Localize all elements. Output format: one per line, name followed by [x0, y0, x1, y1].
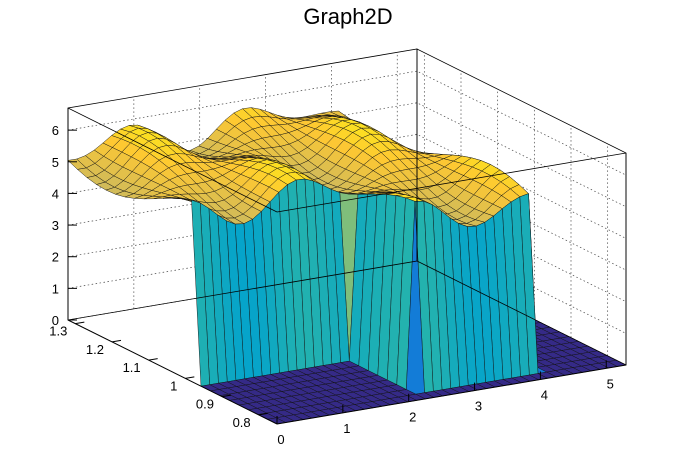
y-tick-label: 0.8 [233, 415, 251, 430]
z-tick-label: 2 [52, 250, 59, 265]
y-tick-label: 0.9 [196, 397, 214, 412]
z-tick-label: 5 [52, 155, 59, 170]
y-tick-label: 1.2 [86, 342, 104, 357]
x-tick-label: 4 [541, 387, 548, 402]
y-tick [148, 358, 158, 361]
y-tick-label: 1.3 [49, 324, 67, 339]
top-front-edge [276, 152, 627, 213]
y-tick [185, 376, 195, 379]
x-tick-label: 5 [607, 376, 614, 391]
x-axis-line [276, 364, 627, 425]
chart-title: Graph2D [303, 4, 393, 29]
y-tick [221, 394, 232, 398]
z-tick-label: 3 [52, 218, 59, 233]
z-tick-label: 0 [52, 313, 59, 328]
x-tick-label: 1 [343, 421, 350, 436]
z-tick-label: 1 [52, 281, 59, 296]
top-left-edge [67, 107, 278, 213]
y-axis-line [67, 319, 278, 425]
z-tick-label: 6 [52, 123, 59, 138]
y-tick [75, 321, 85, 325]
x-tick-label: 0 [277, 432, 284, 447]
frame-layer [67, 48, 627, 366]
x-tick-label: 2 [409, 410, 416, 425]
y-tick [258, 412, 268, 416]
y-tick [111, 339, 122, 343]
y-tick-label: 1 [170, 378, 177, 393]
x-tick-label: 3 [475, 399, 482, 414]
y-tick-label: 1.1 [123, 360, 141, 375]
surface-layer [67, 107, 627, 425]
z-tick-label: 4 [52, 186, 59, 201]
